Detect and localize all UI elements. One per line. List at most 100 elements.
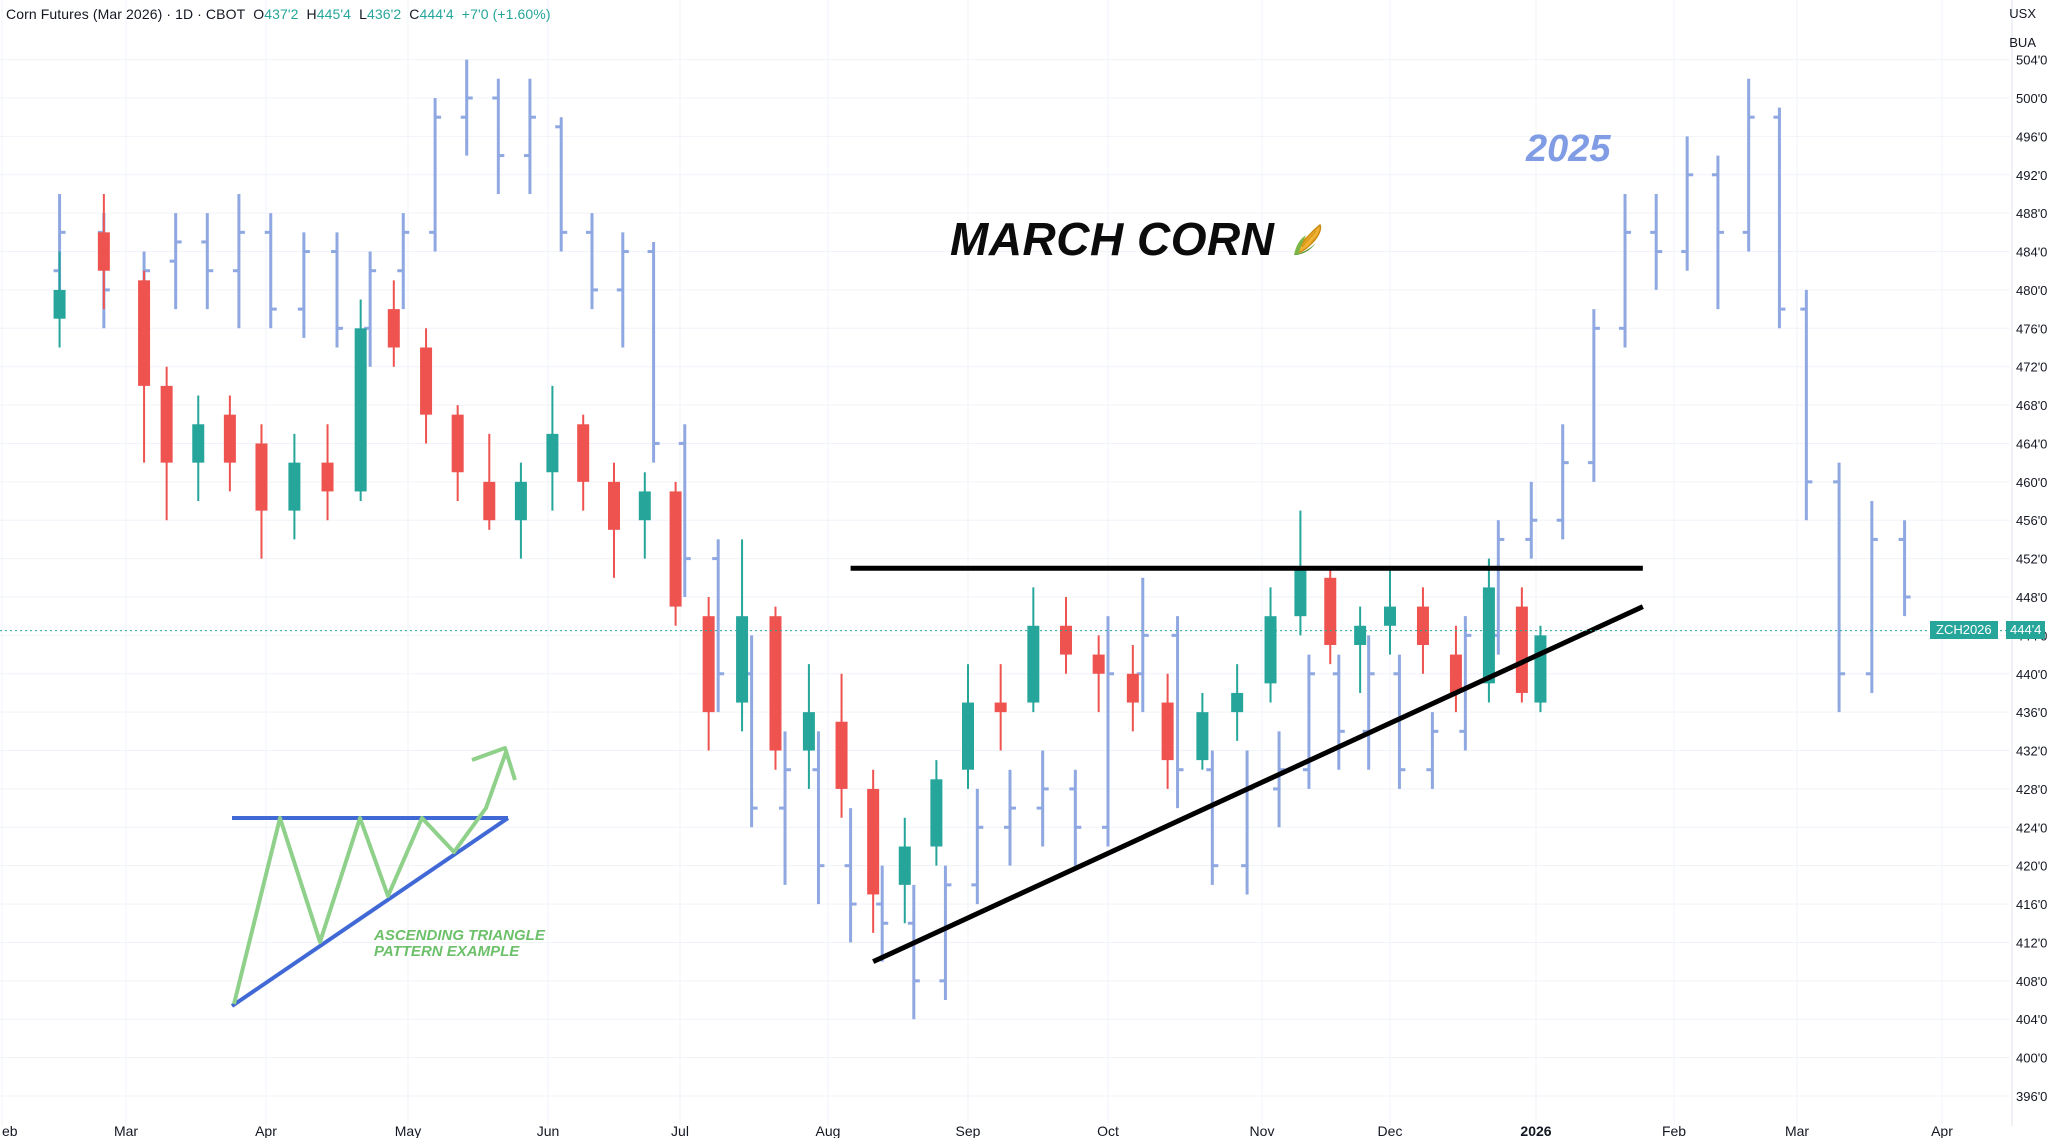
ohlc-bar (232, 193, 245, 329)
candle (1060, 596, 1072, 674)
chart-header: Corn Futures (Mar 2026) · 1D · CBOT O437… (6, 6, 551, 22)
candle-body (930, 779, 943, 847)
unit-label[interactable]: BUA (2009, 35, 2036, 50)
candle (420, 328, 433, 444)
ohlc-bar (939, 865, 952, 1001)
candle (321, 424, 334, 521)
x-tick-label: Dec (1378, 1123, 1403, 1138)
example-support-line (230, 816, 510, 1008)
ohlc-bar (1393, 654, 1406, 789)
candle (451, 405, 464, 502)
candle (994, 664, 1007, 751)
ohlc-bar (678, 424, 691, 597)
currency-label[interactable]: USX (2009, 6, 2036, 21)
candle-body (451, 414, 464, 473)
candle (1416, 587, 1429, 674)
ohlc-bar (397, 213, 410, 310)
candle (1231, 664, 1244, 741)
ohlc-bar (1525, 481, 1538, 559)
candle-body (638, 491, 651, 521)
candle (1126, 644, 1139, 732)
y-tick-label: 436'0 (2016, 705, 2047, 720)
ohlc-bar (876, 865, 889, 962)
drawings (0, 565, 2010, 1008)
low-value: 436'2 (366, 6, 402, 22)
y-tick-label: 408'0 (2016, 974, 2047, 989)
x-tick-label: Jul (671, 1123, 689, 1138)
ohlc-bar (616, 232, 629, 348)
ohlc-bar (555, 117, 568, 252)
candle-body (994, 702, 1007, 713)
candle (1027, 587, 1040, 713)
chart-title-annotation: MARCH CORN (950, 212, 1328, 266)
y-tick-label: 492'0 (2016, 168, 2047, 183)
ohlc-bar (460, 59, 473, 156)
support-trendline (872, 604, 1644, 964)
candle-body (1324, 577, 1337, 645)
ohlc-bar (1711, 155, 1724, 310)
last-price-symbol-badge[interactable]: ZCH2026 (1930, 621, 1998, 639)
x-tick-label: Aug (816, 1123, 841, 1138)
ohlc-bar (1241, 750, 1254, 895)
y-tick-label: 420'0 (2016, 859, 2047, 874)
open-value: 437'2 (264, 6, 299, 22)
candle-body (223, 414, 236, 463)
candle-body (483, 481, 496, 521)
x-tick-label: Sep (956, 1123, 981, 1138)
candle (669, 481, 682, 626)
candle-body (321, 462, 334, 492)
candle (546, 385, 559, 511)
candle-body (1515, 606, 1528, 693)
y-tick-label: 476'0 (2016, 321, 2047, 336)
candle-body (669, 491, 682, 607)
ohlc-bar (1556, 424, 1569, 540)
ohlc-bar (331, 232, 343, 348)
ohlc-bar (586, 213, 598, 310)
candle (867, 769, 880, 933)
ohlc-bar (1102, 616, 1114, 847)
triangle-example-diagram (230, 746, 517, 1008)
candle-body (835, 721, 848, 789)
candle (1449, 625, 1462, 713)
candle-body (867, 788, 880, 895)
ohlc-bar (1069, 769, 1082, 866)
candle-body (354, 328, 367, 492)
ohlc-bar (779, 731, 792, 885)
y-tick-label: 480'0 (2016, 283, 2047, 298)
candle (702, 596, 715, 751)
ohlc-bar (1587, 309, 1600, 482)
candle-body (1482, 587, 1495, 684)
candle (1294, 510, 1307, 636)
y-tick-label: 432'0 (2016, 744, 2047, 759)
x-tick-label: Oct (1097, 1123, 1119, 1138)
y-tick-label: 452'0 (2016, 552, 2047, 567)
candle (483, 433, 496, 530)
candle-body (1264, 616, 1277, 684)
candle-body (1449, 654, 1462, 693)
ohlc-bar (1898, 520, 1911, 617)
ohlc-bar (429, 98, 442, 252)
ohlc-bar (1800, 289, 1813, 521)
candle (138, 270, 151, 463)
candle-body (608, 481, 620, 530)
corn-icon (1293, 223, 1321, 255)
y-tick-label: 396'0 (2016, 1089, 2047, 1104)
ohlc-bar (907, 884, 920, 1020)
candle (288, 433, 301, 540)
candle-body (97, 232, 110, 271)
y-tick-label: 464'0 (2016, 436, 2047, 451)
ohlc-bar (1273, 731, 1286, 828)
last-price-badge[interactable]: 444'4 (2006, 621, 2046, 639)
y-tick-label: 440'0 (2016, 667, 2047, 682)
candle-body (53, 289, 66, 319)
candle (514, 462, 527, 559)
y-tick-label: 404'0 (2016, 1012, 2047, 1027)
y-tick-label: 400'0 (2016, 1051, 2047, 1066)
candle-body (138, 280, 151, 386)
candle (1354, 606, 1367, 693)
candle-body (1534, 635, 1547, 703)
y-tick-label: 456'0 (2016, 513, 2047, 528)
